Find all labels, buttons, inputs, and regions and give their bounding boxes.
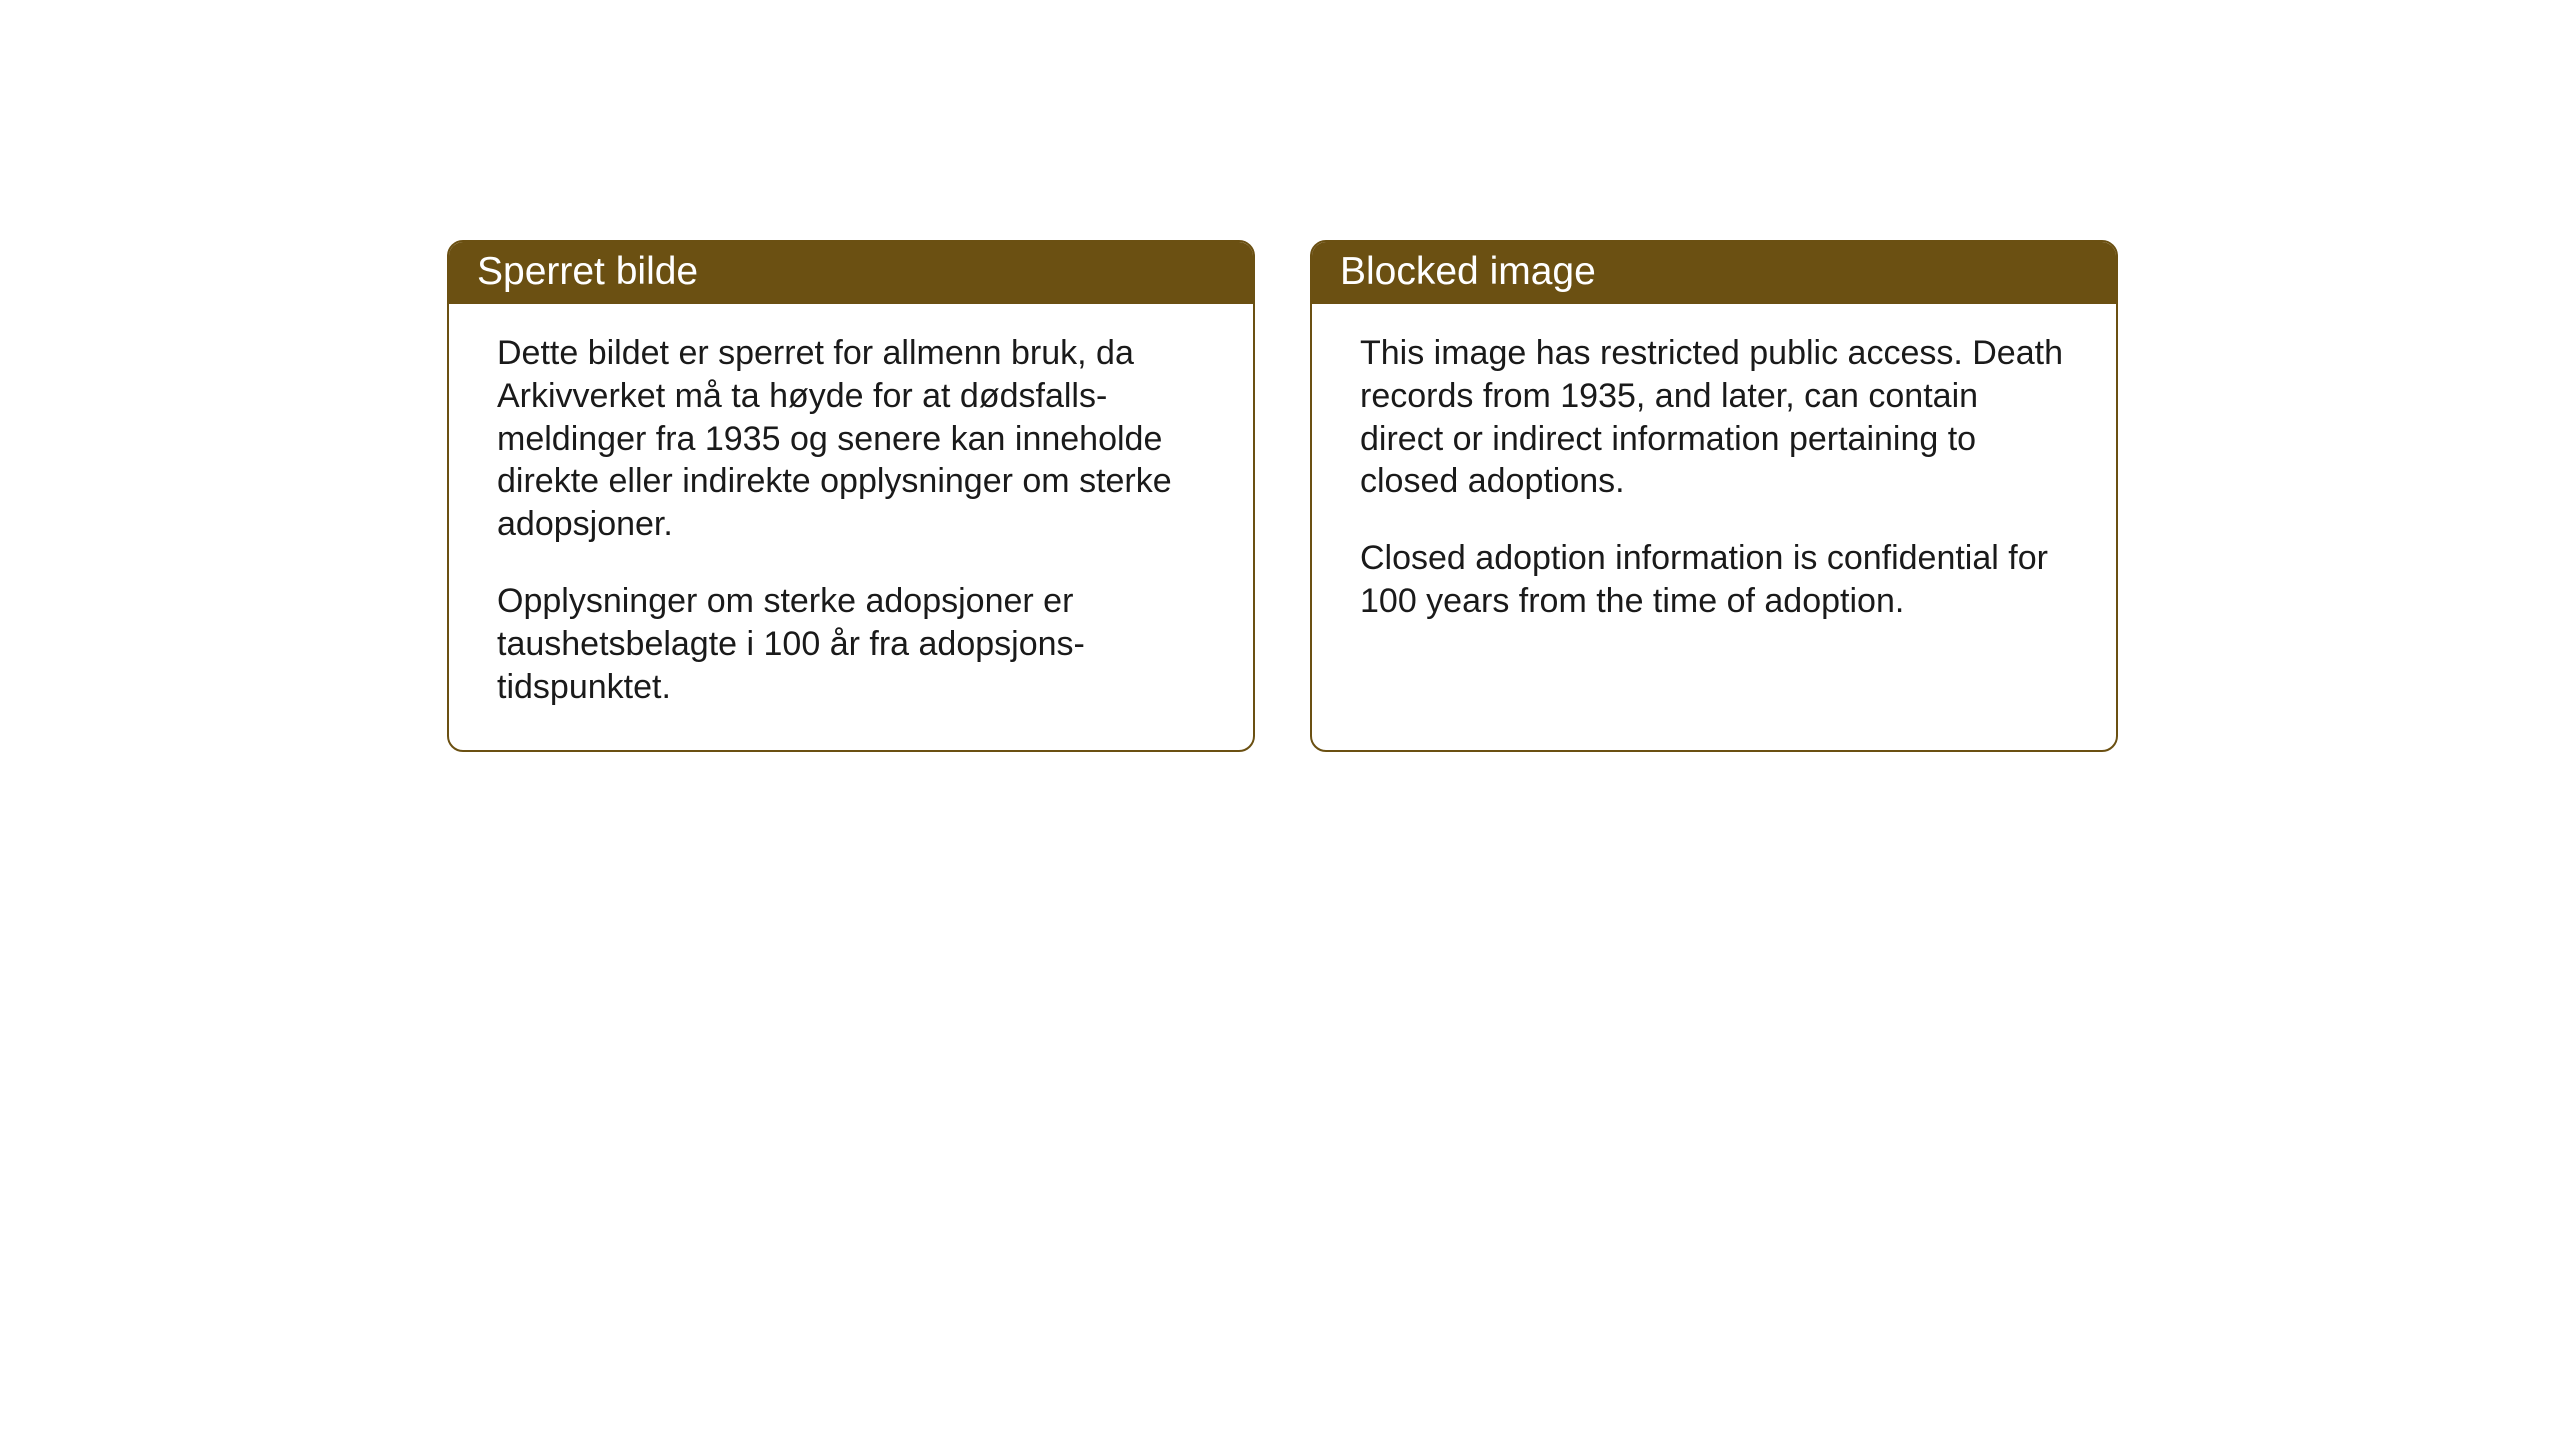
norwegian-paragraph-1: Dette bildet er sperret for allmenn bruk… xyxy=(497,332,1205,546)
norwegian-notice-card: Sperret bilde Dette bildet er sperret fo… xyxy=(447,240,1255,752)
norwegian-card-body: Dette bildet er sperret for allmenn bruk… xyxy=(449,304,1253,747)
norwegian-paragraph-2: Opplysninger om sterke adopsjoner er tau… xyxy=(497,580,1205,708)
english-paragraph-2: Closed adoption information is confident… xyxy=(1360,537,2068,623)
english-paragraph-1: This image has restricted public access.… xyxy=(1360,332,2068,503)
english-card-title: Blocked image xyxy=(1312,242,2116,304)
english-card-body: This image has restricted public access.… xyxy=(1312,304,2116,661)
norwegian-card-title: Sperret bilde xyxy=(449,242,1253,304)
english-notice-card: Blocked image This image has restricted … xyxy=(1310,240,2118,752)
notice-container: Sperret bilde Dette bildet er sperret fo… xyxy=(447,240,2118,752)
